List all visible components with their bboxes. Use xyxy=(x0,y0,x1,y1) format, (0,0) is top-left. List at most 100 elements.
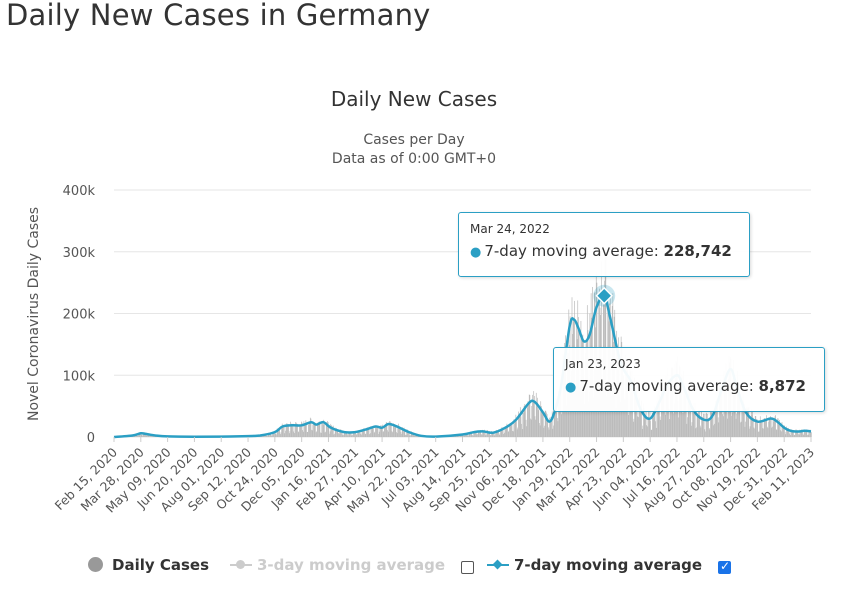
daily-case-bar xyxy=(327,422,329,437)
seven-day-average-line xyxy=(113,294,812,439)
daily-case-bar xyxy=(507,424,508,437)
daily-case-bar xyxy=(623,398,625,437)
legend-item-daily-cases[interactable]: Daily Cases xyxy=(88,556,209,574)
daily-case-bar xyxy=(757,423,759,437)
daily-case-bar xyxy=(530,418,531,437)
daily-case-bar xyxy=(350,432,351,437)
daily-case-bar xyxy=(349,432,351,437)
daily-case-bar xyxy=(401,433,402,437)
daily-case-bar xyxy=(742,394,744,437)
daily-case-bar xyxy=(752,417,754,437)
daily-case-bar xyxy=(722,416,724,437)
daily-case-bar xyxy=(408,432,409,437)
peak-marker[interactable] xyxy=(595,286,614,305)
daily-case-bar xyxy=(656,401,658,437)
daily-case-bar xyxy=(684,387,686,437)
daily-case-bar xyxy=(583,390,585,437)
daily-case-bar xyxy=(504,428,506,437)
daily-case-bar xyxy=(657,393,659,437)
daily-case-bar xyxy=(718,422,720,437)
daily-case-bar xyxy=(511,423,513,437)
daily-case-bar xyxy=(784,425,785,437)
page-title: Daily New Cases in Germany xyxy=(6,0,431,32)
daily-case-bar xyxy=(711,412,713,437)
daily-case-bar xyxy=(481,434,483,437)
daily-case-bar xyxy=(406,429,408,437)
daily-case-bar xyxy=(297,423,298,437)
daily-case-bar xyxy=(558,395,560,437)
daily-case-bar xyxy=(742,403,743,437)
daily-case-bar xyxy=(375,426,376,437)
daily-case-bar xyxy=(281,423,283,437)
daily-case-bar xyxy=(308,422,310,437)
daily-case-bar xyxy=(406,429,408,437)
daily-case-bar xyxy=(611,396,612,437)
daily-case-bar xyxy=(760,422,762,437)
daily-case-bar xyxy=(305,420,307,437)
daily-case-bar xyxy=(475,432,476,437)
daily-case-bar xyxy=(767,428,769,437)
daily-case-bar xyxy=(343,434,344,437)
daily-case-bar xyxy=(700,427,702,437)
diamond-marker-icon xyxy=(487,559,509,570)
legend-item-3-day-average[interactable]: 3-day moving average xyxy=(230,556,445,574)
daily-case-bar xyxy=(810,431,812,437)
daily-case-bar xyxy=(708,418,709,437)
daily-case-bar xyxy=(560,393,561,437)
daily-case-bar xyxy=(756,419,757,437)
daily-case-bar xyxy=(553,425,554,437)
daily-case-bar xyxy=(150,436,152,437)
daily-case-bar xyxy=(530,419,532,437)
daily-case-bar xyxy=(727,418,729,437)
daily-case-bar xyxy=(532,394,533,437)
chart-legend: Daily Cases 3-day moving average 7-day m… xyxy=(0,552,867,582)
tooltip-value: 228,742 xyxy=(663,242,732,260)
daily-case-bar xyxy=(588,392,590,437)
daily-case-bar xyxy=(332,426,333,437)
daily-case-bar xyxy=(775,429,777,437)
daily-case-bar xyxy=(781,422,783,437)
daily-case-bar xyxy=(407,430,409,437)
daily-case-bar xyxy=(526,407,528,437)
daily-case-bar xyxy=(804,430,806,437)
daily-case-bar xyxy=(771,427,773,437)
daily-case-bar xyxy=(311,430,313,437)
daily-case-bar xyxy=(278,429,279,437)
daily-case-bar xyxy=(336,429,338,437)
daily-case-bar xyxy=(562,411,563,437)
checkbox-7-day-average[interactable] xyxy=(718,559,731,574)
daily-case-bar xyxy=(379,426,381,437)
daily-case-bar xyxy=(704,429,706,437)
daily-case-bar xyxy=(561,414,563,437)
daily-case-bar xyxy=(295,422,296,437)
y-tick-label: 300k xyxy=(63,246,96,261)
daily-case-bar xyxy=(615,407,617,437)
daily-case-bar xyxy=(348,432,350,437)
daily-case-bar xyxy=(372,427,374,437)
daily-case-bar xyxy=(360,433,362,437)
daily-case-bar xyxy=(398,423,399,437)
daily-case-bar xyxy=(691,425,692,437)
legend-item-7-day-average[interactable]: 7-day moving average xyxy=(487,556,702,574)
daily-case-bar xyxy=(403,427,405,437)
daily-case-bar xyxy=(459,436,461,437)
daily-case-bar xyxy=(281,426,282,437)
daily-case-bar xyxy=(362,429,364,437)
daily-case-bar xyxy=(588,401,589,437)
daily-case-bar xyxy=(707,419,709,437)
daily-case-bar xyxy=(746,407,748,437)
daily-case-bar xyxy=(458,436,460,437)
daily-case-bar xyxy=(292,423,294,437)
daily-case-bar xyxy=(549,417,551,437)
tooltip-line: ● 7-day moving average: 228,742 xyxy=(470,242,732,260)
daily-case-bar xyxy=(652,417,654,437)
daily-case-bar xyxy=(285,424,287,437)
daily-case-bar xyxy=(491,432,493,437)
daily-case-bar xyxy=(673,413,674,437)
daily-case-bar xyxy=(320,432,321,437)
daily-case-bar xyxy=(149,434,151,437)
daily-case-bar xyxy=(802,429,803,437)
daily-case-bar xyxy=(294,424,296,437)
daily-case-bar xyxy=(371,428,372,437)
checkbox-3-day-average[interactable] xyxy=(461,561,474,574)
